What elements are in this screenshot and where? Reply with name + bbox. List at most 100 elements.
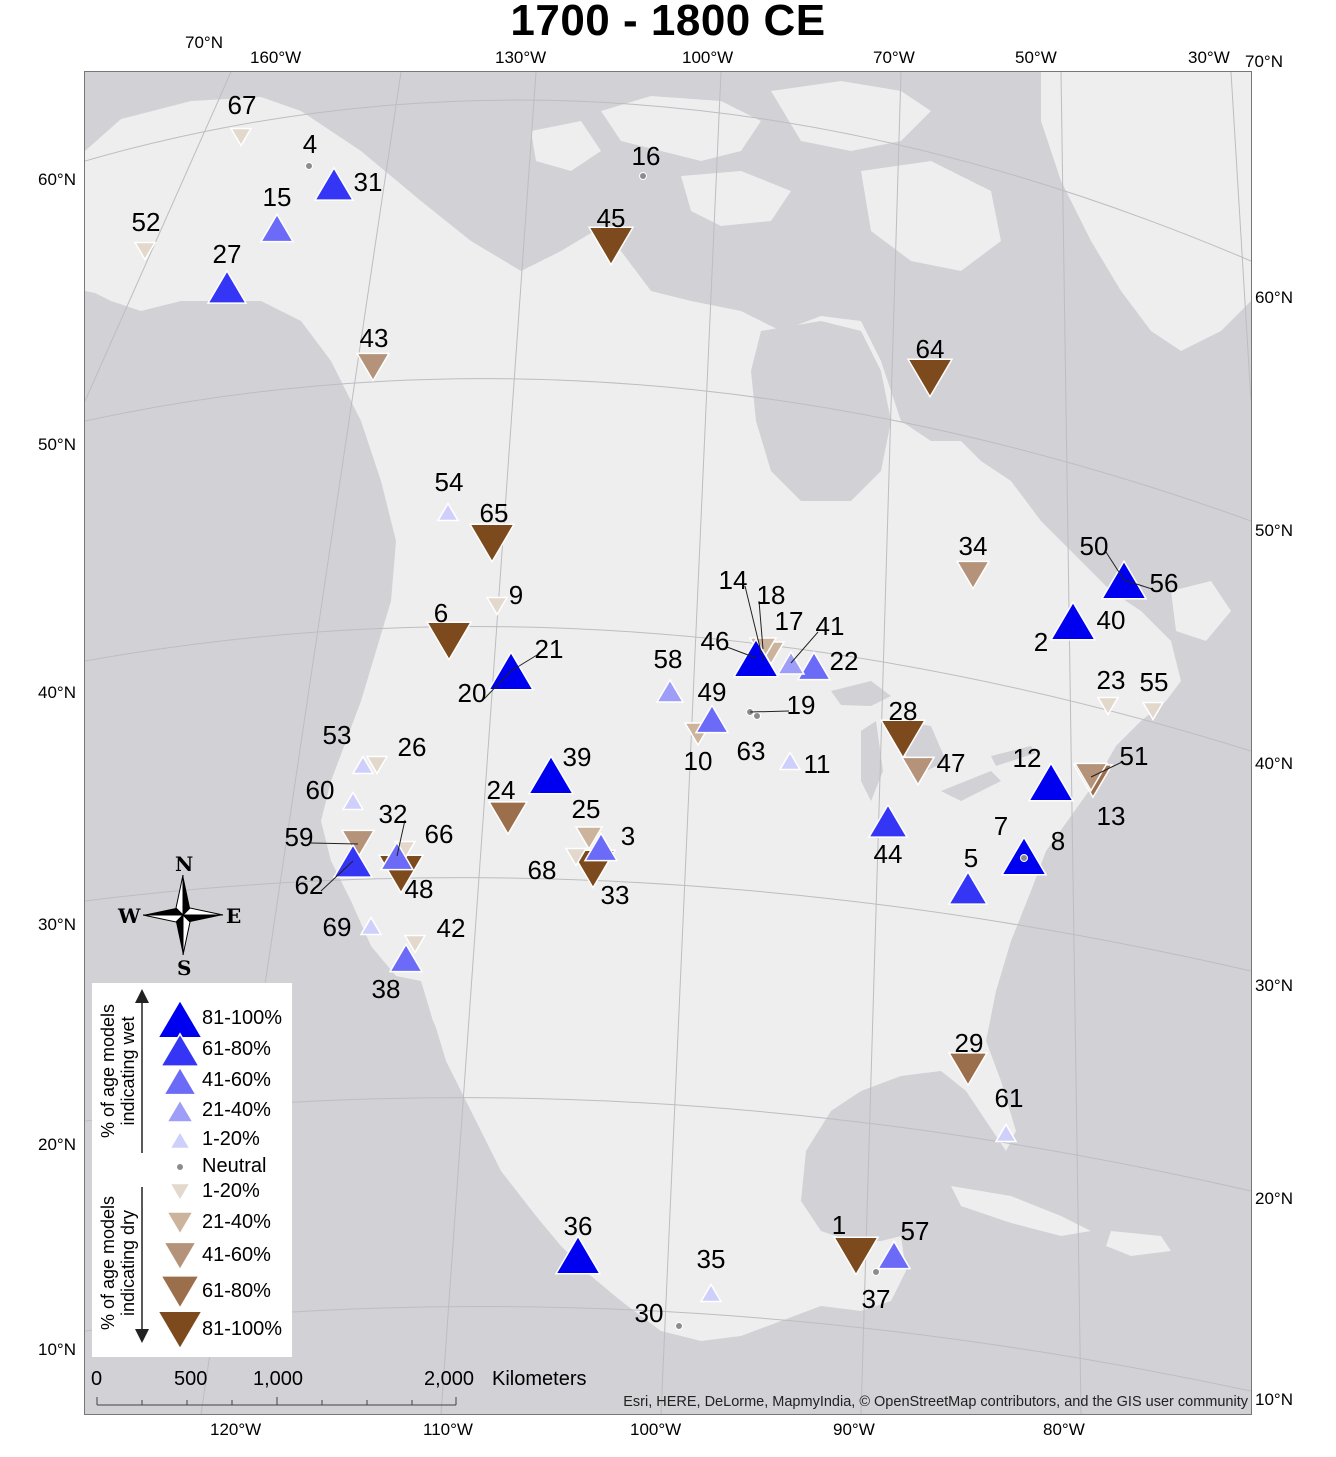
site-label[interactable]: 8 [1051,826,1065,856]
site-label[interactable]: 22 [830,646,859,676]
wet-triangle-icon [1049,600,1097,641]
site-label[interactable]: 1 [832,1210,846,1240]
site-label[interactable]: 68 [528,855,557,885]
site-label[interactable]: 32 [379,799,408,829]
site-label[interactable]: 4 [303,129,317,159]
site-label[interactable]: 49 [698,677,727,707]
site-label[interactable]: 19 [787,690,816,720]
site-label[interactable]: 52 [132,207,161,237]
site-label[interactable]: 18 [757,580,786,610]
site-label[interactable]: 59 [285,822,314,852]
dry-triangle-icon [879,719,927,760]
site-label[interactable]: 47 [937,748,966,778]
site-label[interactable]: 55 [1140,667,1169,697]
neutral-dot-icon [305,162,313,170]
wet-triangle-icon [778,751,802,771]
site-label[interactable]: 34 [959,531,988,561]
site-label[interactable]: 46 [701,626,730,656]
dry-triangle-icon [485,596,509,616]
site-label[interactable]: 31 [354,167,383,197]
site-label[interactable]: 66 [425,819,454,849]
site-label[interactable]: 26 [398,732,427,762]
graticule-label-top: 130°W [495,48,547,67]
north-arrow: N S W E [118,850,248,980]
scale-label-2000: 2,000 [424,1368,475,1390]
site-label[interactable]: 54 [435,467,464,497]
site-label[interactable]: 41 [816,611,845,641]
site-label[interactable]: 14 [719,565,748,595]
site-label[interactable]: 30 [635,1298,664,1328]
legend-item-label: 61-80% [202,1280,271,1302]
site-label[interactable]: 11 [804,749,831,779]
neutral-dot-icon [753,712,761,720]
site-label[interactable]: 17 [775,606,804,636]
map-frame[interactable]: 1 2 3 4 5 6 7 8 9 10 11 12 13 14 15 16 17 18 19 20 21 22 23 24 2… [84,71,1252,1415]
site-label[interactable]: 12 [1013,743,1042,773]
site-label[interactable]: 37 [862,1284,891,1314]
site-label[interactable]: 15 [263,182,292,212]
site-label[interactable]: 7 [994,811,1008,841]
leader-line [396,819,406,857]
site-label[interactable]: 67 [228,90,257,120]
site-label[interactable]: 62 [295,870,324,900]
site-label[interactable]: 38 [372,974,401,1004]
site-label[interactable]: 57 [901,1216,930,1246]
site-label[interactable]: 50 [1080,531,1109,561]
site-label[interactable]: 23 [1097,665,1126,695]
site-label[interactable]: 53 [323,720,352,750]
site-label[interactable]: 16 [632,141,661,171]
site-label[interactable]: 65 [480,498,509,528]
site-label[interactable]: 60 [306,775,335,805]
graticule-label-right: 60°N [1255,288,1293,307]
site-label[interactable]: 3 [621,821,635,851]
neutral-dot-icon [639,172,647,180]
site-label[interactable]: 28 [889,696,918,726]
site-label[interactable]: 29 [955,1028,984,1058]
graticule-label-right: 20°N [1255,1189,1293,1208]
site-label[interactable]: 69 [323,912,352,942]
land [85,72,1251,1341]
site-label[interactable]: 9 [509,580,523,610]
graticule-label-top: 70°W [873,48,915,67]
site-label[interactable]: 27 [213,239,242,269]
site-label[interactable]: 13 [1097,801,1126,831]
site-label[interactable]: 56 [1150,568,1179,598]
compass-w: W [118,904,141,928]
site-label[interactable]: 20 [458,678,487,708]
site-label[interactable]: 36 [564,1211,593,1241]
site-label[interactable]: 48 [405,874,434,904]
site-label[interactable]: 33 [601,880,630,910]
site-label[interactable]: 6 [434,598,448,628]
dry-legend-icon [162,1241,198,1272]
site-label[interactable]: 2 [1034,627,1048,657]
site-label[interactable]: 64 [916,334,945,364]
site-label[interactable]: 5 [964,843,978,873]
wet-triangle-icon [994,1123,1018,1143]
site-label[interactable]: 10 [684,746,713,776]
site-label[interactable]: 40 [1097,605,1126,635]
site-label[interactable]: 58 [654,644,683,674]
site-label[interactable]: 39 [563,742,592,772]
legend-item-label: Neutral [202,1155,267,1177]
wet-legend-icon [156,998,204,1039]
site-label[interactable]: 24 [487,775,516,805]
wet-triangle-icon [436,502,460,522]
wet-legend-icon [159,1032,201,1067]
site-label[interactable]: 35 [697,1244,726,1274]
site-label[interactable]: 61 [995,1083,1024,1113]
graticule-label-top: 160°W [250,48,302,67]
leader-line [1123,579,1153,590]
site-label[interactable]: 51 [1120,741,1149,771]
dry-triangle-icon [947,1052,989,1087]
site-label[interactable]: 43 [360,323,389,353]
dry-triangle-icon [355,352,391,383]
site-label[interactable]: 63 [737,736,766,766]
site-label[interactable]: 21 [535,634,564,664]
graticule-label-left: 30°N [38,915,76,934]
graticule-label-bottom: 120°W [210,1420,262,1439]
site-label[interactable]: 25 [572,794,601,824]
dry-triangle-icon [587,226,635,267]
site-label[interactable]: 44 [874,839,903,869]
site-label[interactable]: 42 [437,913,466,943]
site-label[interactable]: 45 [597,203,626,233]
